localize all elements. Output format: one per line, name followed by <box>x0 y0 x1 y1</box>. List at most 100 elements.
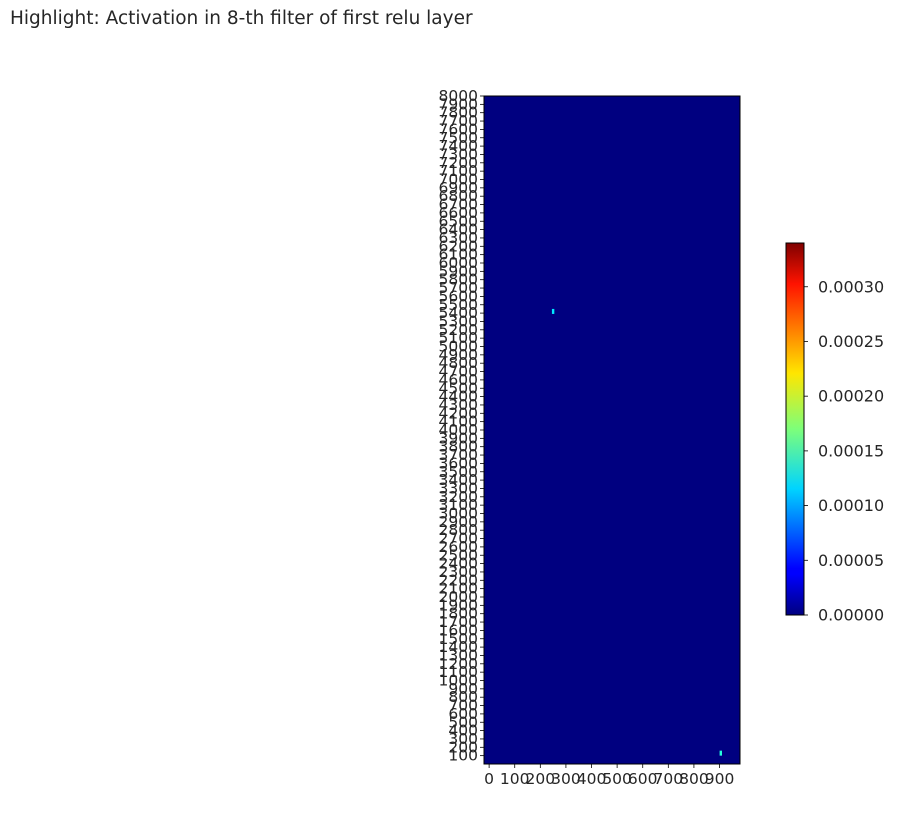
colorbar-tick-label: 0.00020 <box>818 387 884 406</box>
y-tick-label: 5300 <box>439 312 478 330</box>
x-tick-label: 700 <box>654 770 684 788</box>
y-tick-label: 7000 <box>439 171 478 189</box>
y-tick-label: 7400 <box>439 137 478 155</box>
heatmap-hotspot <box>551 308 555 314</box>
chart-title: Highlight: Activation in 8-th filter of … <box>10 8 473 29</box>
y-tick-label: 4300 <box>439 396 478 414</box>
y-tick-label: 800 <box>448 688 478 706</box>
y-tick-label: 2500 <box>439 546 478 564</box>
colorbar-tick-label: 0.00015 <box>818 441 884 460</box>
y-tick-label: 2400 <box>439 555 478 573</box>
y-tick-label: 4200 <box>439 404 478 422</box>
y-tick-label: 4800 <box>439 354 478 372</box>
y-tick-label: 4400 <box>439 388 478 406</box>
y-tick-label: 3500 <box>439 463 478 481</box>
y-tick-label: 7300 <box>439 145 478 163</box>
y-tick-label: 500 <box>448 713 478 731</box>
y-tick-label: 2000 <box>439 588 478 606</box>
y-tick-label: 7500 <box>439 129 478 147</box>
y-tick-label: 3100 <box>439 496 478 514</box>
y-tick-label: 6600 <box>439 204 478 222</box>
y-tick-label: 2300 <box>439 563 478 581</box>
y-tick-label: 1700 <box>439 613 478 631</box>
y-tick-label: 900 <box>448 680 478 698</box>
y-tick-label: 7200 <box>439 154 478 172</box>
y-tick-label: 6400 <box>439 221 478 239</box>
y-tick-label: 2200 <box>439 571 478 589</box>
y-tick-label: 2800 <box>439 521 478 539</box>
y-tick-label: 400 <box>448 722 478 740</box>
y-tick-label: 3400 <box>439 471 478 489</box>
colorbar-gradient <box>786 243 804 615</box>
heatmap-hotspot <box>719 750 722 756</box>
y-tick-label: 4600 <box>439 371 478 389</box>
y-tick-label: 6100 <box>439 246 478 264</box>
y-tick-label: 6500 <box>439 212 478 230</box>
x-tick-label: 300 <box>551 770 581 788</box>
y-tick-label: 4500 <box>439 379 478 397</box>
colorbar: 0.00000 0.00005 0.00010 0.00015 0.00020 0.000… <box>785 242 884 625</box>
y-tick-label: 3000 <box>439 505 478 523</box>
colorbar-tick-label: 0.00005 <box>818 551 884 570</box>
y-tick-label: 7900 <box>439 95 478 113</box>
y-tick-label: 100 <box>448 747 478 765</box>
y-tick-label: 4700 <box>439 363 478 381</box>
y-tick-label: 5400 <box>439 304 478 322</box>
y-tick-label: 600 <box>448 705 478 723</box>
y-tick-label: 1000 <box>439 672 478 690</box>
x-tick-label: 200 <box>526 770 556 788</box>
y-tick-label: 4900 <box>439 346 478 364</box>
y-tick-label: 3800 <box>439 438 478 456</box>
y-tick-label: 3200 <box>439 488 478 506</box>
y-tick-label: 1400 <box>439 638 478 656</box>
y-tick-label: 3700 <box>439 446 478 464</box>
y-tick-label: 4000 <box>439 421 478 439</box>
y-axis: 1002003004005006007008009001000110012001… <box>439 87 484 765</box>
y-tick-label: 1100 <box>439 663 478 681</box>
y-tick-label: 7600 <box>439 120 478 138</box>
colorbar-tick-label: 0.00000 <box>818 606 884 625</box>
y-tick-label: 6900 <box>439 179 478 197</box>
y-tick-label: 1300 <box>439 646 478 664</box>
x-tick-label: 0 <box>484 770 494 788</box>
y-tick-label: 5700 <box>439 279 478 297</box>
y-tick-label: 2700 <box>439 530 478 548</box>
heatmap-plot-area <box>483 95 741 765</box>
x-tick-label: 900 <box>705 770 735 788</box>
y-tick-label: 4100 <box>439 413 478 431</box>
y-tick-label: 5800 <box>439 271 478 289</box>
y-tick-label: 700 <box>448 697 478 715</box>
y-tick-label: 1600 <box>439 621 478 639</box>
colorbar-tick-label: 0.00030 <box>818 277 884 296</box>
y-tick-label: 7100 <box>439 162 478 180</box>
y-tick-label: 2100 <box>439 580 478 598</box>
y-tick-label: 1200 <box>439 655 478 673</box>
y-tick-label: 5200 <box>439 321 478 339</box>
y-tick-label: 3900 <box>439 429 478 447</box>
y-tick-label: 2900 <box>439 513 478 531</box>
y-tick-label: 1800 <box>439 605 478 623</box>
x-tick-label: 500 <box>602 770 632 788</box>
y-tick-label: 6800 <box>439 187 478 205</box>
x-tick-label: 400 <box>577 770 607 788</box>
y-tick-label: 5100 <box>439 329 478 347</box>
y-tick-label: 5900 <box>439 262 478 280</box>
colorbar-tick-label: 0.00025 <box>818 332 884 351</box>
y-tick-label: 6200 <box>439 237 478 255</box>
y-tick-label: 6000 <box>439 254 478 272</box>
y-tick-label: 6700 <box>439 196 478 214</box>
y-tick-label: 6300 <box>439 229 478 247</box>
y-tick-label: 5500 <box>439 296 478 314</box>
y-tick-label: 8000 <box>439 87 478 105</box>
y-tick-label: 2600 <box>439 538 478 556</box>
y-tick-label: 5000 <box>439 338 478 356</box>
y-tick-label: 300 <box>448 730 478 748</box>
y-tick-label: 5600 <box>439 287 478 305</box>
x-tick-label: 100 <box>500 770 530 788</box>
colorbar-frame <box>785 242 805 616</box>
y-tick-label: 1900 <box>439 596 478 614</box>
y-tick-label: 7800 <box>439 104 478 122</box>
y-tick-label: 200 <box>448 738 478 756</box>
